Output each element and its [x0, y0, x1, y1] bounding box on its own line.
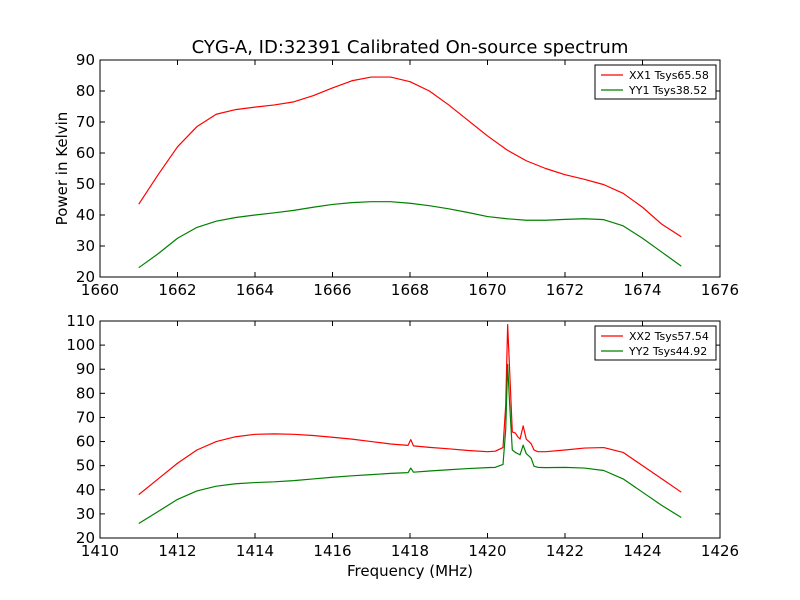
x-tick-label: 1422 [546, 542, 584, 560]
x-tick-label: 1660 [81, 281, 119, 299]
chart-title: CYG-A, ID:32391 Calibrated On-source spe… [192, 37, 629, 58]
y-tick-label: 90 [76, 360, 95, 378]
x-tick-label: 1662 [158, 281, 196, 299]
top-panel: 1660 1662 1664 1666 1668 1670 1672 1674 1676 20 30… [53, 51, 739, 299]
series-line-yy [138, 363, 682, 525]
y-tick-label: 70 [76, 408, 95, 426]
x-tick-label: 1414 [236, 542, 274, 560]
y-tick-label: 20 [76, 268, 95, 286]
series-line-xx [138, 324, 682, 496]
legend-entry: YY1 Tsys38.52 [628, 84, 707, 97]
y-axis-label: Power in Kelvin [53, 112, 71, 226]
y-tick-label: 90 [76, 51, 95, 69]
bottom-panel: 1410 1412 1414 1416 1418 1420 1422 1424 1426 20 30… [66, 312, 739, 580]
x-tick-label: 1670 [468, 281, 506, 299]
x-tick-label: 1424 [623, 542, 661, 560]
y-tick-label: 60 [76, 144, 95, 162]
x-tick-label: 1426 [701, 542, 739, 560]
y-tick-label: 40 [76, 481, 95, 499]
legend-entry: YY2 Tsys44.92 [628, 345, 707, 358]
y-tick-label: 70 [76, 113, 95, 131]
x-tick-label: 1666 [313, 281, 351, 299]
x-tick-label: 1418 [391, 542, 429, 560]
x-tick-label: 1420 [468, 542, 506, 560]
x-tick-label: 1412 [158, 542, 196, 560]
series-line-yy [138, 201, 682, 269]
series-line-xx [138, 76, 682, 238]
y-tick-label: 50 [76, 457, 95, 475]
y-tick-label: 40 [76, 206, 95, 224]
x-tick-label: 1674 [623, 281, 661, 299]
legend-entry: XX2 Tsys57.54 [629, 330, 709, 343]
x-tick-label: 1672 [546, 281, 584, 299]
y-tick-label: 80 [76, 384, 95, 402]
y-tick-label: 60 [76, 433, 95, 451]
y-tick-label: 50 [76, 175, 95, 193]
y-tick-label: 80 [76, 82, 95, 100]
x-axis-label: Frequency (MHz) [347, 562, 473, 580]
legend-box [594, 64, 717, 100]
legend-box [594, 325, 717, 361]
x-tick-label: 1676 [701, 281, 739, 299]
y-tick-label: 100 [66, 336, 95, 354]
y-tick-label: 20 [76, 529, 95, 547]
x-tick-label: 1416 [313, 542, 351, 560]
x-tick-label: 1668 [391, 281, 429, 299]
y-tick-label: 30 [76, 237, 95, 255]
legend-entry: XX1 Tsys65.58 [629, 69, 709, 82]
y-tick-label: 110 [66, 312, 95, 330]
x-tick-label: 1410 [81, 542, 119, 560]
x-tick-label: 1664 [236, 281, 274, 299]
y-tick-label: 30 [76, 505, 95, 523]
